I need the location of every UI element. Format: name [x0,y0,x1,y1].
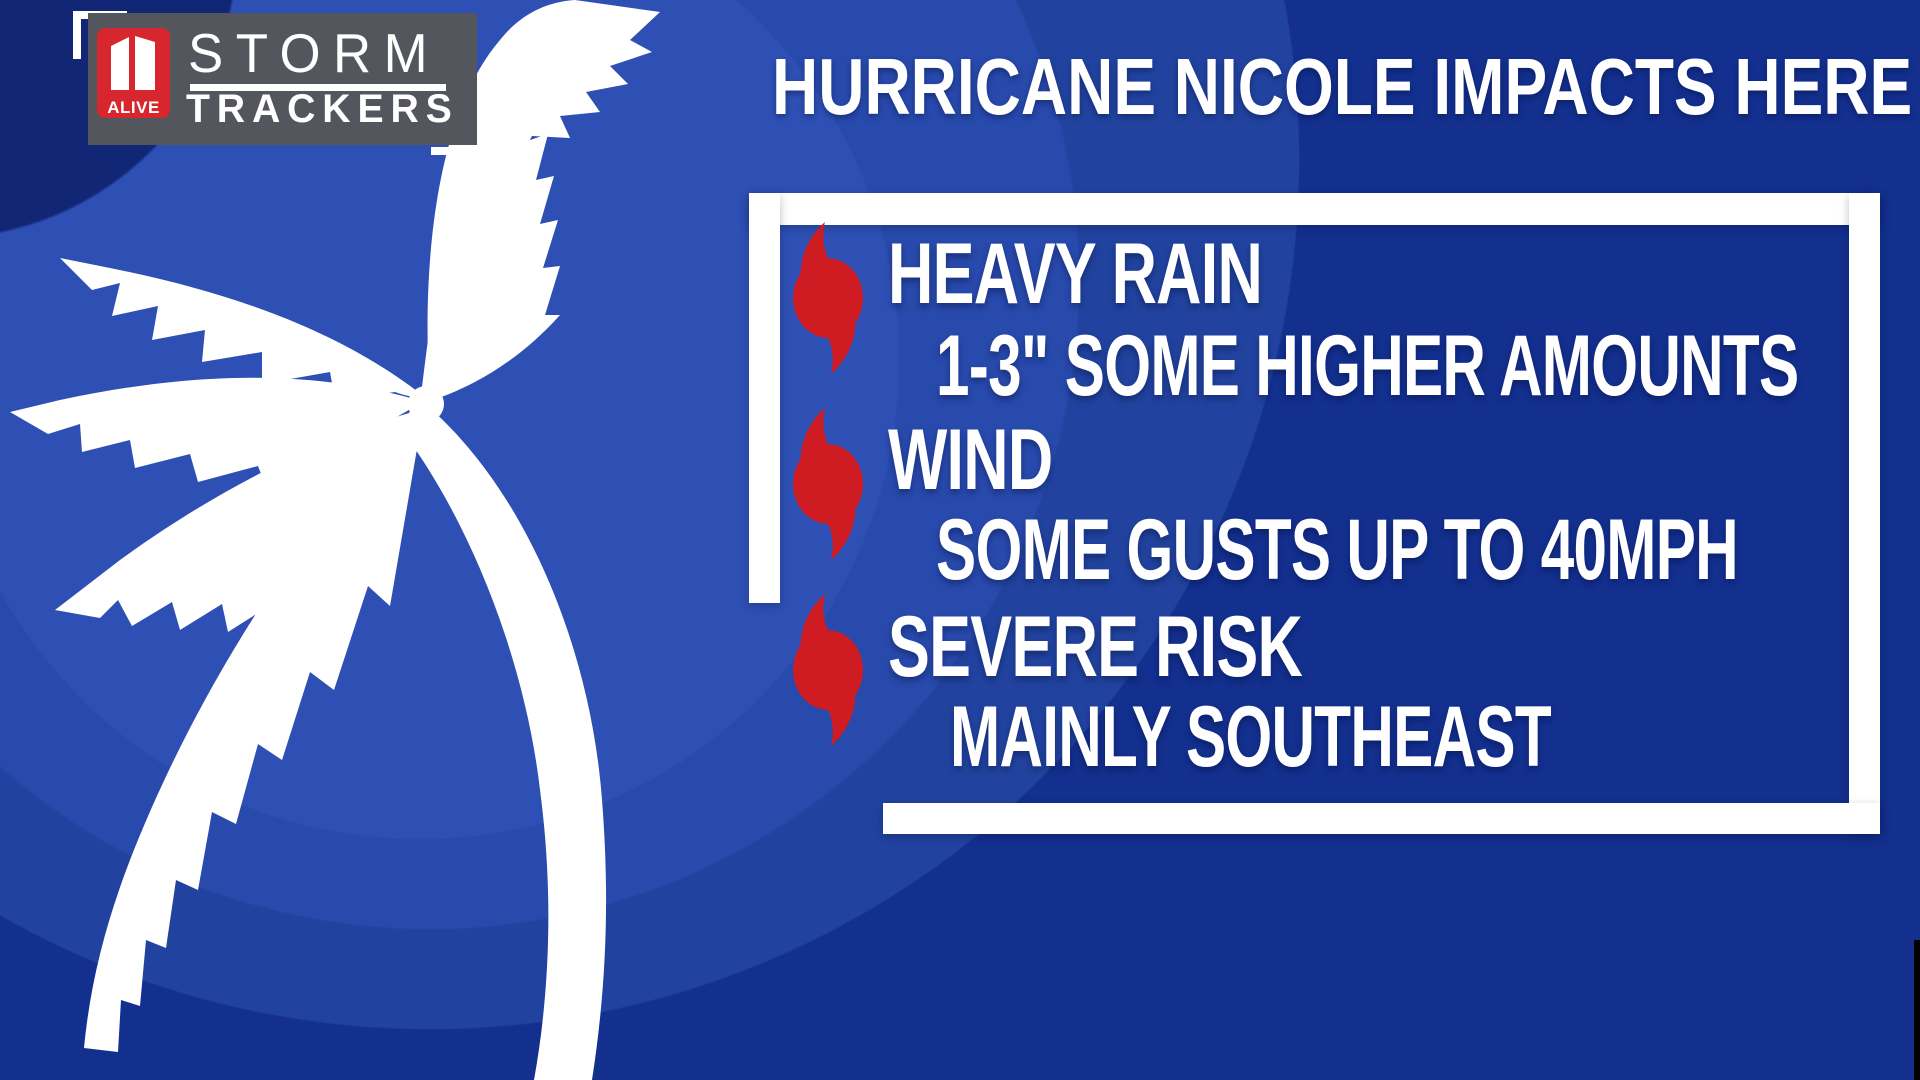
palm-trunk [400,398,607,1080]
impact-label: HEAVY RAIN [888,226,1263,322]
impact-detail: SOME GUSTS UP TO 40MPH [936,502,1739,598]
panel-border-right [1849,193,1880,833]
palm-tree-graphic [10,0,660,1080]
eleven-alive-badge: ALIVE [97,28,170,118]
hurricane-symbol-icon [792,594,864,746]
headline: HURRICANE NICOLE IMPACTS HERE [772,42,1913,131]
impact-detail: MAINLY SOUTHEAST [950,689,1552,785]
alive-label: ALIVE [107,98,160,117]
impact-label: WIND [888,412,1053,508]
hurricane-symbol-icon [792,408,864,560]
panel-border-bottom [883,803,1880,834]
impact-label: SEVERE RISK [888,599,1303,695]
hurricane-symbol-icon [792,222,864,374]
logo-divider [190,84,446,91]
storm-label: STORM [188,22,441,84]
video-edge-artifact [1914,940,1920,1080]
panel-border-left [749,193,780,603]
impact-detail: 1-3" SOME HIGHER AMOUNTS [936,318,1799,414]
channel-11-icon [111,36,155,90]
corner-bracket-bottom-right-icon [431,99,485,155]
panel-border-top [749,193,1880,225]
trackers-label: TRACKERS [186,87,459,131]
